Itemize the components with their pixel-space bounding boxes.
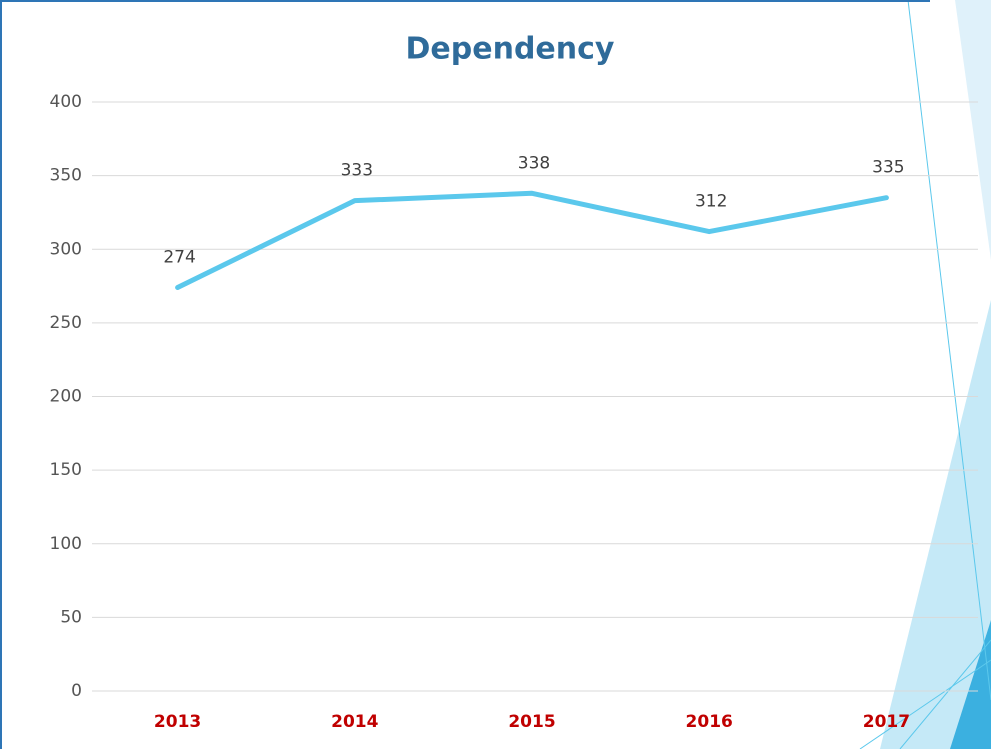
line bbox=[175, 190, 889, 291]
deco-line bbox=[899, 639, 991, 749]
x-tick-label: 2017 bbox=[863, 712, 910, 732]
y-tick-label: 200 bbox=[50, 387, 82, 407]
data-label: 335 bbox=[872, 158, 904, 178]
y-tick-label: 0 bbox=[71, 681, 82, 701]
deco-triangle bbox=[955, 0, 991, 260]
x-tick-label: 2014 bbox=[331, 712, 378, 732]
y-tick-label: 50 bbox=[60, 607, 82, 627]
y-tick-label: 250 bbox=[50, 313, 82, 333]
chart-title: Dependency bbox=[406, 32, 615, 67]
y-tick-label: 150 bbox=[50, 460, 82, 480]
y-tick-label: 300 bbox=[50, 239, 82, 259]
x-tick-label: 2015 bbox=[508, 712, 555, 732]
data-label: 333 bbox=[341, 161, 373, 181]
y-tick-label: 400 bbox=[50, 92, 82, 112]
y-tick-label: 350 bbox=[50, 166, 82, 186]
deco-line bbox=[859, 659, 991, 749]
decoration bbox=[859, 0, 991, 749]
y-tick-label: 100 bbox=[50, 534, 82, 554]
frame bbox=[0, 0, 930, 749]
deco-line bbox=[907, 0, 991, 701]
x-tick-label: 2016 bbox=[686, 712, 733, 732]
data-label: 274 bbox=[163, 248, 195, 268]
data-label: 312 bbox=[695, 192, 727, 212]
data-label: 338 bbox=[518, 153, 550, 173]
deco-triangle bbox=[880, 300, 991, 749]
x-tick-label: 2013 bbox=[154, 712, 201, 732]
